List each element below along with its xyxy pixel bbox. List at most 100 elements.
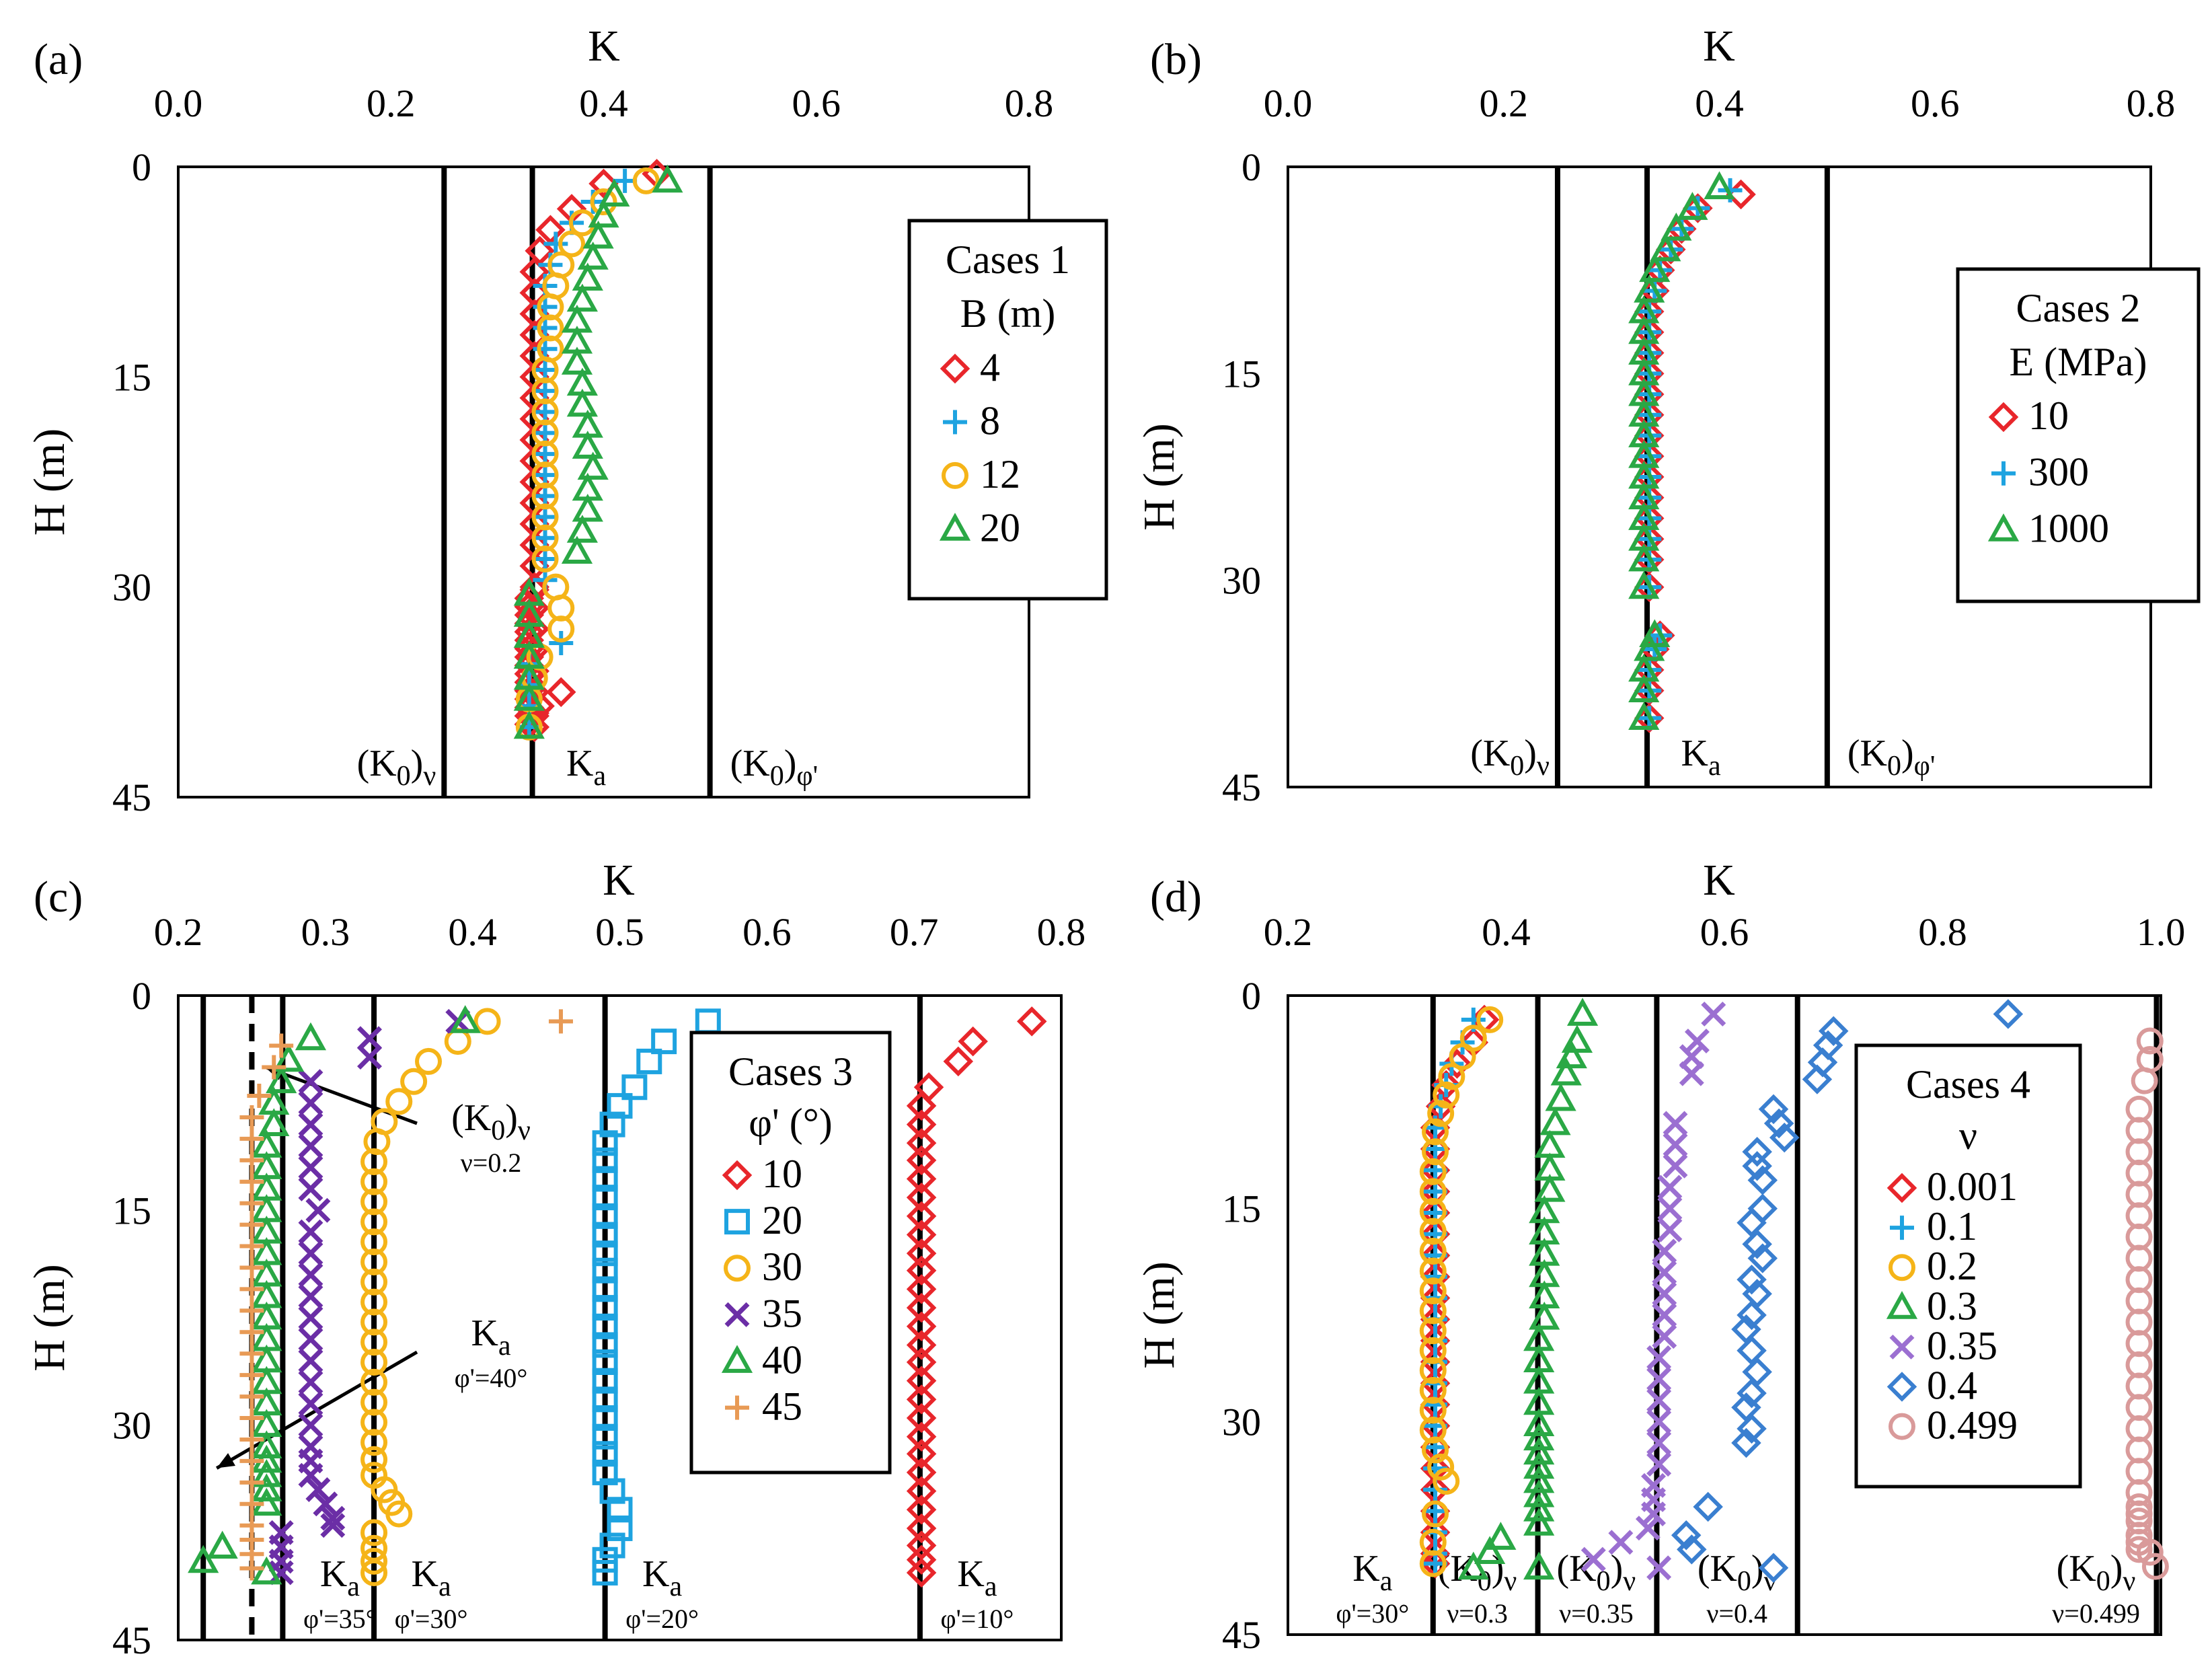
data-point	[269, 1033, 294, 1058]
data-point	[636, 1048, 662, 1074]
data-point	[592, 1240, 618, 1267]
data-point	[1737, 1207, 1767, 1238]
data-point	[906, 1292, 937, 1323]
x-tick-label: 0.4	[579, 81, 628, 125]
data-point	[1419, 1158, 1447, 1185]
data-point	[695, 1008, 721, 1035]
data-point	[1747, 1165, 1778, 1195]
data-point	[1523, 1408, 1555, 1436]
data-point	[906, 1384, 937, 1415]
annotation-condition: φ'=40°	[455, 1363, 528, 1393]
data-point	[592, 1405, 618, 1431]
legend-label: 300	[2028, 450, 2089, 494]
data-point	[906, 1238, 937, 1269]
data-point	[2131, 1067, 2158, 1094]
data-point	[295, 1022, 327, 1051]
data-point	[357, 1026, 382, 1051]
legend-marker	[1889, 1334, 1915, 1359]
data-point	[546, 677, 576, 708]
data-point	[1529, 1302, 1560, 1330]
data-point	[1523, 1493, 1555, 1522]
data-point	[592, 1386, 618, 1413]
data-point	[906, 1090, 937, 1121]
data-point	[1663, 1153, 1688, 1179]
y-tick-label: 0	[1242, 974, 1261, 1018]
data-point	[360, 1388, 388, 1416]
data-point	[599, 1111, 625, 1138]
legend-title: Cases 3	[728, 1049, 853, 1094]
data-point	[251, 1459, 282, 1487]
y-tick-label: 15	[1222, 1187, 1261, 1231]
data-point	[592, 1349, 618, 1375]
data-point	[906, 1255, 937, 1285]
reference-line-label: Ka	[957, 1553, 997, 1602]
reference-line-label-sub: 0	[1478, 1566, 1492, 1597]
data-point	[1646, 1388, 1672, 1413]
data-point	[1419, 1238, 1447, 1265]
data-point	[360, 1168, 388, 1195]
reference-line-label-sub2: φ'	[1914, 751, 1936, 782]
y-axis-label: H (m)	[25, 1264, 74, 1371]
reference-line-label-main: K	[957, 1553, 984, 1595]
legend-entry: 30	[724, 1244, 802, 1289]
reference-line-label-main: K	[411, 1553, 438, 1595]
data-point	[1523, 1450, 1555, 1479]
x-tick-label: 0.6	[1700, 910, 1749, 954]
data-point	[572, 431, 603, 459]
data-point	[1419, 1178, 1447, 1205]
series-0.35	[1580, 1001, 1726, 1581]
data-point	[239, 1556, 264, 1581]
data-point	[599, 178, 630, 207]
data-point	[188, 1544, 219, 1573]
legend-marker	[1987, 513, 2020, 542]
data-point	[1433, 1468, 1460, 1495]
data-point	[607, 1497, 633, 1523]
data-point	[298, 1262, 323, 1288]
data-point	[2125, 1536, 2153, 1563]
data-point	[599, 1532, 625, 1559]
data-point	[1523, 1551, 1555, 1580]
data-point	[360, 1348, 388, 1376]
data-point	[239, 1384, 264, 1409]
data-point	[651, 1029, 677, 1055]
data-point	[1663, 1111, 1688, 1136]
data-point	[1671, 1520, 1702, 1551]
series-0.499	[2125, 1027, 2169, 1580]
data-point	[906, 1220, 937, 1250]
x-tick-label: 0.4	[448, 910, 497, 954]
data-point	[943, 1046, 974, 1077]
reference-line-label-main: K	[320, 1553, 347, 1595]
annotation-label-close: )	[505, 1097, 518, 1139]
legend-marker	[1991, 461, 2016, 486]
data-point	[1422, 1138, 1449, 1166]
data-point	[298, 1133, 323, 1159]
data-point	[1652, 1302, 1677, 1328]
legend-marker	[943, 410, 967, 435]
x-axis-label: K	[603, 856, 635, 905]
data-point	[1476, 1006, 1504, 1033]
data-point	[1650, 233, 1681, 262]
reference-line-condition: φ'=35°	[303, 1604, 377, 1634]
reference-line-condition: ν=0.3	[1447, 1598, 1508, 1629]
data-point	[906, 1530, 937, 1561]
data-point	[592, 1441, 618, 1467]
data-point	[548, 1009, 573, 1034]
data-point	[1419, 1376, 1447, 1404]
y-tick-label: 15	[112, 1189, 151, 1232]
legend-label: 30	[762, 1244, 802, 1289]
series-45	[239, 1009, 573, 1581]
legend-marker	[942, 461, 968, 489]
legend-entry: 10	[1988, 394, 2069, 438]
reference-line-label-sub2: φ'	[796, 761, 818, 792]
data-point	[1646, 1452, 1672, 1477]
data-point	[298, 1240, 323, 1266]
data-point	[320, 1505, 346, 1531]
data-point	[1419, 1277, 1447, 1305]
data-point	[262, 1055, 287, 1080]
data-point	[239, 1169, 264, 1194]
data-point	[2125, 1493, 2153, 1520]
x-tick-label: 0.6	[792, 81, 841, 125]
reference-line-label-sub: a	[347, 1571, 360, 1602]
